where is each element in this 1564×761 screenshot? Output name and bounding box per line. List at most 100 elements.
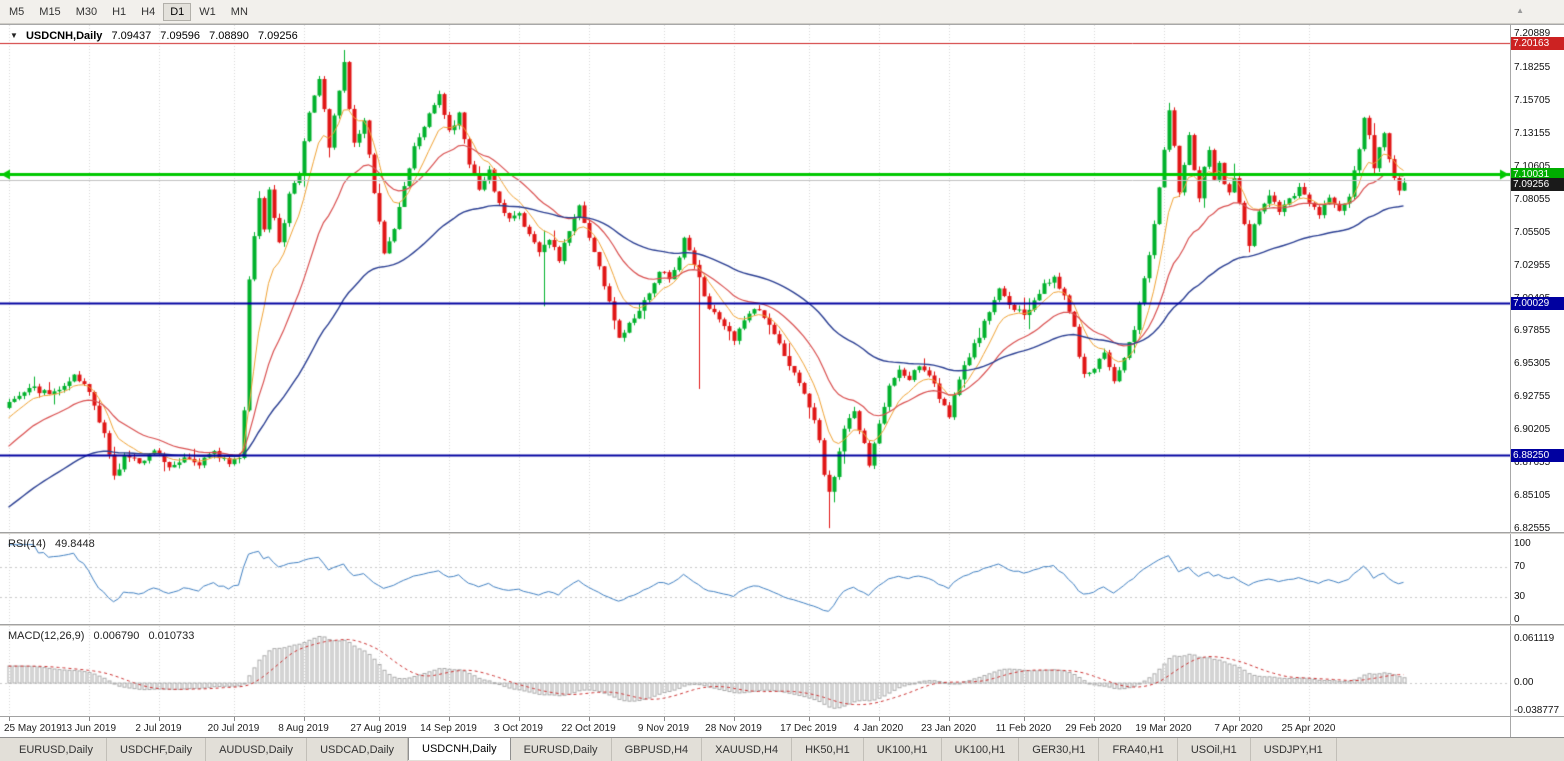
chart-tab-7-xauusd-h4[interactable]: XAUUSD,H4 — [702, 738, 793, 761]
price-axis-badge: 6.88250 — [1511, 449, 1564, 463]
rsi-value: 49.8448 — [54, 538, 95, 550]
date-axis-label: 2 Jul 2019 — [135, 723, 182, 734]
time-tick — [1094, 717, 1095, 721]
price-axis[interactable]: 7.20889 7.18255 7.15705 7.13155 7.10605 7.080… — [1510, 25, 1564, 738]
macd-signal-value: 0.010733 — [148, 630, 195, 642]
price-axis-label: 7.05505 — [1514, 226, 1551, 238]
timeframe-m15[interactable]: M15 — [39, 5, 61, 18]
time-tick — [1024, 717, 1025, 721]
timeframe-m5[interactable]: M5 — [9, 5, 25, 18]
time-tick — [1164, 717, 1165, 721]
panel-splitter[interactable] — [0, 624, 1564, 626]
macd-header: MACD(12,26,9) 0.006790 0.010733 — [8, 630, 194, 642]
chart-tab-13-usoil-h1[interactable]: USOil,H1 — [1178, 738, 1251, 761]
time-tick — [949, 717, 950, 721]
chart-tab-1-usdchf-daily[interactable]: USDCHF,Daily — [107, 738, 207, 761]
chart-tab-5-eurusd-daily[interactable]: EURUSD,Daily — [511, 738, 612, 761]
time-tick — [159, 717, 160, 721]
date-axis-label: 17 Dec 2019 — [780, 723, 837, 734]
chart-low-value: 7.08890 — [209, 30, 249, 42]
chart-high-value: 7.09596 — [160, 30, 201, 42]
timeframe-w1[interactable]: W1 — [199, 5, 216, 18]
macd-main-value: 0.006790 — [93, 630, 140, 642]
price-axis-label: 7.10605 — [1514, 160, 1551, 172]
time-tick — [234, 717, 235, 721]
price-axis-label: 7.15705 — [1514, 94, 1551, 106]
chart-tab-10-uk100-h1[interactable]: UK100,H1 — [942, 738, 1020, 761]
time-tick — [9, 717, 10, 721]
price-axis-badge: 7.00029 — [1511, 297, 1564, 311]
macd-axis-label: 0.00 — [1514, 677, 1534, 688]
time-tick — [1309, 717, 1310, 721]
price-axis-label: 6.97855 — [1514, 325, 1551, 337]
price-axis-badge: 7.20163 — [1511, 37, 1564, 51]
timeframe-d1[interactable]: D1 — [163, 2, 192, 21]
chart-tab-9-uk100-h1[interactable]: UK100,H1 — [864, 738, 942, 761]
rsi-axis-label: 30 — [1514, 591, 1526, 603]
chart-tab-12-fra40-h1[interactable]: FRA40,H1 — [1099, 738, 1178, 761]
rsi-header: RSI(14) 49.8448 — [8, 538, 95, 550]
macd-chart-canvas[interactable] — [0, 626, 1510, 716]
chart-open-value: 7.09437 — [111, 30, 152, 42]
chart-tab-14-usdjpy-h1[interactable]: USDJPY,H1 — [1251, 738, 1337, 761]
date-axis-label: 25 May 2019 — [4, 723, 62, 734]
chart-tabs-bar: EURUSD,Daily USDCHF,Daily AUDUSD,Daily USDC… — [0, 737, 1564, 761]
timeframe-toolbar: M5 M15 M30 H1 H4 D1 W1 MN ▲ — [0, 0, 1564, 24]
chart-window: ▼ USDCNH,Daily 7.09437 7.09596 7.08890 7… — [0, 24, 1564, 738]
timeframe-m30[interactable]: M30 — [75, 5, 98, 18]
rsi-axis-label: 100 — [1514, 538, 1531, 549]
date-axis-label: 23 Jan 2020 — [920, 723, 977, 734]
price-axis-label: 7.08055 — [1514, 193, 1551, 205]
date-axis-label: 22 Oct 2019 — [561, 723, 616, 734]
time-tick — [1239, 717, 1240, 721]
time-tick — [879, 717, 880, 721]
chart-tab-2-audusd-daily[interactable]: AUDUSD,Daily — [206, 738, 308, 761]
date-axis-label: 14 Sep 2019 — [420, 723, 477, 734]
chart-tab-6-gbpusd-h4[interactable]: GBPUSD,H4 — [612, 738, 703, 761]
date-axis-label: 7 Apr 2020 — [1214, 723, 1263, 734]
time-tick — [89, 717, 90, 721]
date-axis-label: 20 Jul 2019 — [207, 723, 260, 734]
date-axis-label: 29 Feb 2020 — [1065, 723, 1122, 734]
rsi-chart-canvas[interactable] — [0, 534, 1510, 624]
chart-tab-8-hk50-h1[interactable]: HK50,H1 — [792, 738, 864, 761]
date-axis-label: 27 Aug 2019 — [350, 723, 407, 734]
timeframe-buttons: M5 M15 M30 H1 H4 D1 W1 MN — [2, 2, 256, 21]
price-chart-canvas[interactable] — [0, 25, 1510, 532]
chart-tab-4-usdcnh-daily[interactable]: USDCNH,Daily — [408, 737, 511, 760]
rsi-title: RSI(14) — [8, 538, 46, 550]
chart-tab-11-ger30-h1[interactable]: GER30,H1 — [1019, 738, 1100, 761]
chart-close-value: 7.09256 — [257, 30, 298, 42]
timeframe-h4[interactable]: H4 — [141, 5, 156, 18]
date-axis-label: 4 Jan 2020 — [853, 723, 904, 734]
date-axis-label: 28 Nov 2019 — [705, 723, 762, 734]
price-axis-label: 6.90205 — [1514, 424, 1551, 436]
chart-tab-0-eurusd-daily[interactable]: EURUSD,Daily — [6, 738, 107, 761]
price-axis-label: 7.20889 — [1514, 28, 1551, 39]
macd-axis-label: -0.038777 — [1514, 705, 1560, 717]
timeframe-h1[interactable]: H1 — [112, 5, 127, 18]
date-axis-label: 8 Aug 2019 — [278, 723, 329, 734]
macd-title: MACD(12,26,9) — [8, 630, 85, 642]
price-axis-badge: 7.09256 — [1511, 178, 1564, 192]
timeframe-mn[interactable]: MN — [230, 5, 248, 18]
price-axis-label: 7.02955 — [1514, 259, 1551, 271]
date-axis-label: 9 Nov 2019 — [637, 723, 690, 734]
price-axis-label: 7.13155 — [1514, 127, 1551, 139]
price-axis-badge: 7.10031 — [1511, 168, 1564, 182]
price-axis-label: 6.92755 — [1514, 391, 1551, 403]
panel-splitter — [0, 716, 1564, 717]
panel-splitter[interactable] — [0, 532, 1564, 534]
price-axis-label: 7.18255 — [1514, 62, 1551, 73]
price-axis-label: 6.95305 — [1514, 358, 1551, 370]
chart-menu-icon[interactable]: ▼ — [10, 31, 18, 40]
time-tick — [519, 717, 520, 721]
time-tick — [809, 717, 810, 721]
time-tick — [664, 717, 665, 721]
toolbar-overflow-icon[interactable]: ▲ — [1516, 6, 1524, 15]
date-axis-label: 11 Feb 2020 — [995, 723, 1052, 734]
time-tick — [379, 717, 380, 721]
chart-tab-3-usdcad-daily[interactable]: USDCAD,Daily — [307, 738, 409, 761]
time-axis[interactable]: 25 May 2019 13 Jun 2019 2 Jul 2019 20 Jul 2… — [0, 717, 1510, 738]
price-axis-label: 6.85105 — [1514, 490, 1551, 502]
